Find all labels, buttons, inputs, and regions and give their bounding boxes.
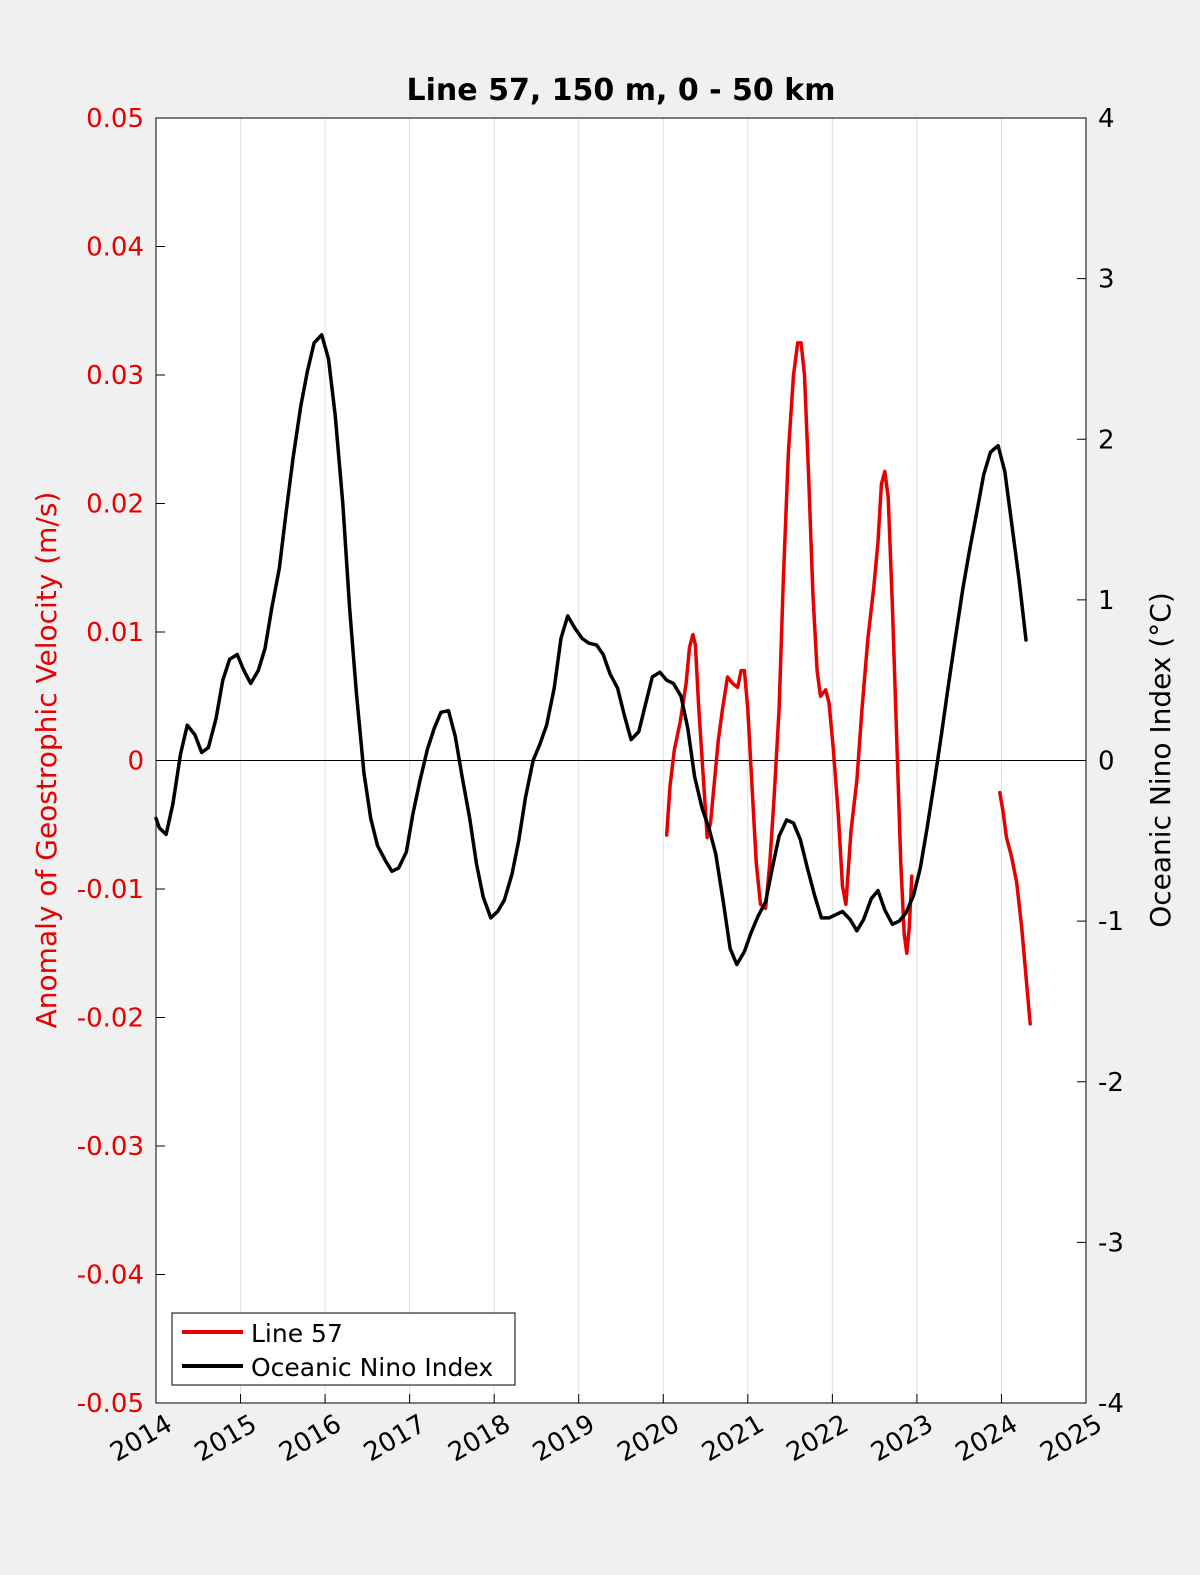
y-right-tick-label: 0 (1098, 747, 1115, 777)
y-left-tick-label: -0.03 (77, 1132, 144, 1162)
y-left-tick-label: 0.01 (86, 618, 144, 648)
x-tick-label: 2024 (951, 1409, 1023, 1468)
y-left-tick-label: -0.05 (77, 1389, 144, 1419)
right-axis-label: Oceanic Nino Index (°C) (1144, 592, 1177, 928)
y-right-tick-label: -2 (1098, 1068, 1124, 1098)
y-left-tick-label: -0.02 (77, 1004, 144, 1034)
y-right-tick-label: 2 (1098, 425, 1115, 455)
y-left-tick-label: 0.02 (86, 490, 144, 520)
y-right-tick-label: 1 (1098, 586, 1115, 616)
series-oceanic-nino-index (154, 333, 1028, 967)
legend-label-line-57: Line 57 (251, 1319, 343, 1348)
right-axis: 4 3 2 1 0 -1 -2 -3 -4 (1077, 104, 1124, 1419)
x-tick-label: 2025 (1035, 1409, 1107, 1468)
y-left-tick-label: 0.04 (86, 233, 144, 263)
x-tick-label: 2016 (274, 1409, 346, 1468)
x-tick-label: 2015 (190, 1409, 262, 1468)
y-left-tick-label: 0.03 (86, 361, 144, 391)
chart-title: Line 57, 150 m, 0 - 50 km (407, 73, 836, 108)
x-axis: 2014 2015 2016 2017 2018 2019 2020 2021 2022 2023… (105, 1394, 1108, 1468)
y-left-tick-label: 0 (127, 747, 144, 777)
y-left-tick-label: -0.04 (77, 1261, 144, 1291)
y-right-tick-label: -1 (1098, 907, 1124, 937)
y-right-tick-label: 4 (1098, 104, 1115, 134)
y-left-tick-label: -0.01 (77, 875, 144, 905)
x-tick-label: 2023 (866, 1409, 938, 1468)
y-left-tick-label: 0.05 (86, 104, 144, 134)
legend-box (171, 1312, 516, 1386)
x-tick-label: 2022 (782, 1409, 854, 1468)
left-axis-label: Anomaly of Geostrophic Velocity (m/s) (30, 492, 63, 1029)
y-right-tick-label: -4 (1098, 1389, 1124, 1419)
x-tick-label: 2019 (528, 1409, 600, 1468)
series-layer (154, 333, 1032, 1026)
x-tick-label: 2020 (612, 1409, 684, 1468)
series-line-57 (664, 341, 914, 956)
series-line-57 (998, 790, 1032, 1026)
x-tick-label: 2018 (443, 1409, 515, 1468)
y-right-tick-label: 3 (1098, 265, 1115, 295)
x-tick-label: 2021 (697, 1409, 769, 1468)
legend: Line 57 Oceanic Nino Index (171, 1312, 516, 1386)
left-axis: 0.05 0.04 0.03 0.02 0.01 0 -0.01 -0.02 -0.03 -0.0… (77, 104, 165, 1419)
y-right-tick-label: -3 (1098, 1228, 1124, 1258)
legend-label-oni: Oceanic Nino Index (251, 1353, 493, 1382)
x-tick-label: 2017 (359, 1409, 431, 1468)
